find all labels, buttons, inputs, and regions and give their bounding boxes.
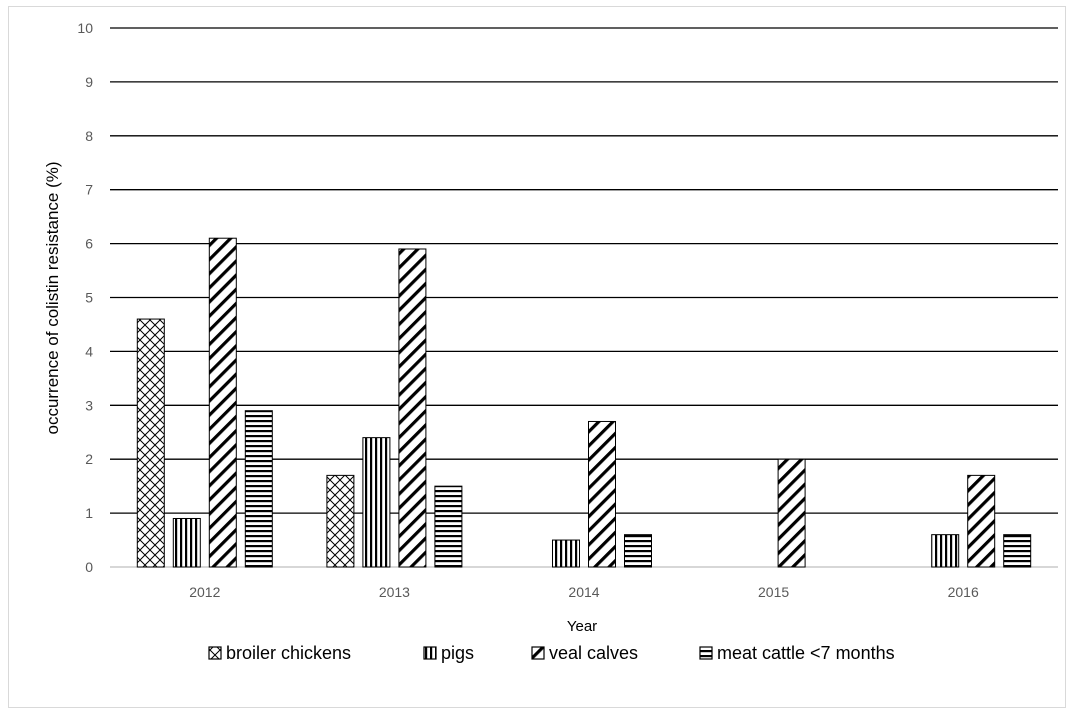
- y-tick-label: 3: [85, 397, 93, 413]
- y-tick-label: 8: [85, 128, 93, 144]
- legend-swatch: [423, 646, 437, 660]
- y-axis-ticks: 0 1 2 3 4 5 6 7 8 9 10: [77, 20, 93, 575]
- y-axis-title: occurrence of colistin resistance (%): [43, 161, 62, 434]
- bar-veal-calves-2016: [967, 474, 996, 568]
- x-tick-label: 2015: [758, 584, 789, 600]
- legend-label: veal calves: [549, 643, 638, 663]
- bars: [136, 237, 1032, 568]
- bar-broiler-chickens-2013: [326, 474, 355, 568]
- bar-broiler-chickens-2012: [136, 318, 165, 568]
- bar-meat-cattle-7-months-2014: [624, 534, 652, 568]
- bar-meat-cattle-7-months-2016: [1003, 534, 1032, 568]
- y-tick-label: 2: [85, 451, 93, 467]
- legend-label: broiler chickens: [226, 643, 351, 663]
- legend-label: pigs: [441, 643, 474, 663]
- y-tick-label: 4: [85, 343, 93, 359]
- x-axis-ticks: 2012 2013 2014 2015 2016: [189, 584, 979, 600]
- legend-swatch: [531, 646, 545, 660]
- x-tick-label: 2016: [948, 584, 979, 600]
- x-axis-title: Year: [567, 618, 597, 635]
- bar-meat-cattle-7-months-2013: [434, 485, 463, 568]
- bar-meat-cattle-7-months-2012: [244, 410, 273, 568]
- legend-label: meat cattle <7 months: [717, 643, 895, 663]
- legend-swatch: [699, 646, 713, 660]
- y-tick-label: 0: [85, 559, 93, 575]
- bar-pigs-2013: [362, 437, 391, 568]
- bar-pigs-2014: [552, 539, 580, 568]
- bar-pigs-2012: [172, 517, 201, 568]
- y-tick-label: 1: [85, 505, 93, 521]
- y-tick-label: 6: [85, 236, 93, 252]
- x-tick-label: 2014: [568, 584, 599, 600]
- y-tick-label: 7: [85, 182, 93, 198]
- legend: broiler chickens pigs veal calves meat catt…: [208, 643, 895, 663]
- bar-veal-calves-2014: [588, 420, 616, 568]
- y-tick-label: 10: [77, 20, 93, 36]
- y-tick-label: 9: [85, 74, 93, 90]
- bar-veal-calves-2015: [777, 458, 806, 568]
- x-tick-label: 2012: [189, 584, 220, 600]
- y-tick-label: 5: [85, 290, 93, 306]
- bar-veal-calves-2013: [398, 248, 427, 568]
- bar-veal-calves-2012: [208, 237, 237, 568]
- x-tick-label: 2013: [379, 584, 410, 600]
- bar-pigs-2016: [931, 534, 960, 568]
- legend-swatch: [208, 646, 222, 660]
- chart-frame: [8, 6, 1066, 708]
